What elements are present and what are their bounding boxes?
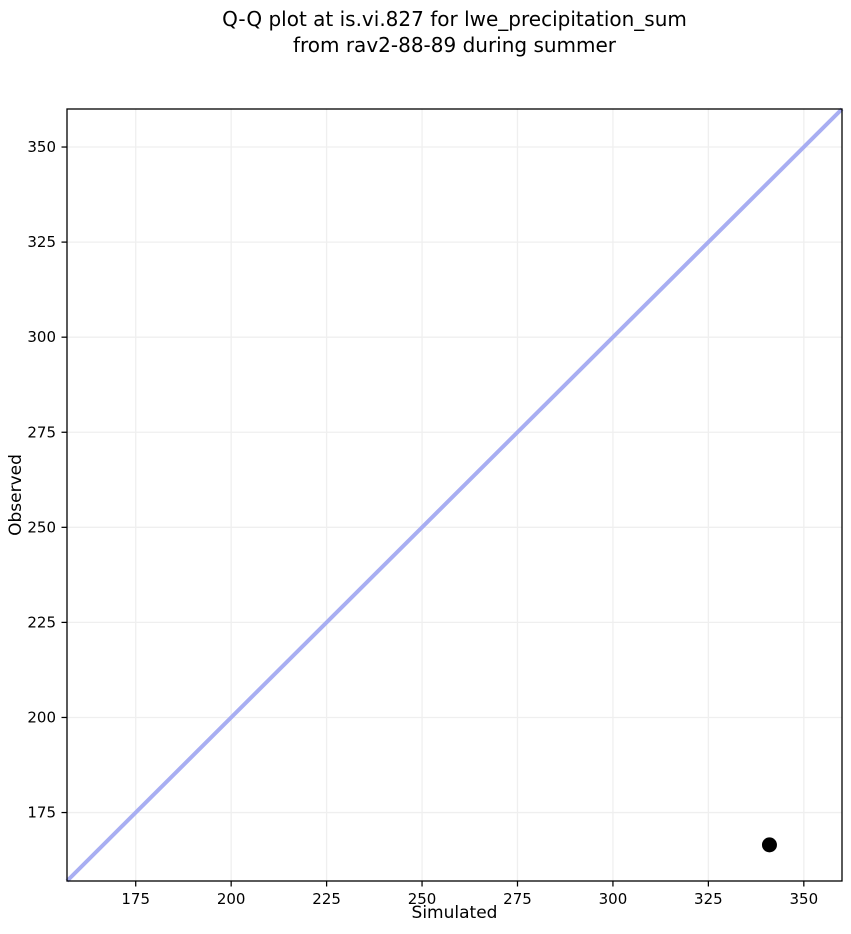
- y-tick-label: 200: [27, 708, 56, 726]
- chart-title: Q-Q plot at is.vi.827 for lwe_precipitat…: [67, 6, 842, 58]
- identity-line: [65, 107, 844, 883]
- chart-title-line2: from rav2-88-89 during summer: [292, 33, 617, 57]
- chart-title-line1: Q-Q plot at is.vi.827 for lwe_precipitat…: [222, 7, 687, 31]
- plot-border: [66, 108, 843, 882]
- y-tick-label: 175: [27, 804, 56, 822]
- x-tick-label: 225: [312, 890, 341, 908]
- y-axis-label-text: Observed: [6, 454, 26, 536]
- x-tick-label: 250: [408, 890, 437, 908]
- y-tick-label: 275: [27, 423, 56, 441]
- x-axis-label: Simulated: [411, 903, 498, 923]
- y-tick-label: 325: [27, 233, 56, 251]
- y-tick-label: 300: [27, 328, 56, 346]
- x-tick-label: 300: [599, 890, 628, 908]
- x-tick-label: 325: [694, 890, 723, 908]
- x-tick-label: 350: [790, 890, 819, 908]
- data-point: [761, 837, 777, 853]
- x-tick-label: 200: [217, 890, 246, 908]
- x-tick-label: 175: [121, 890, 150, 908]
- x-tick-label: 275: [503, 890, 532, 908]
- y-tick-label: 350: [27, 138, 56, 156]
- y-tick-label: 250: [27, 518, 56, 536]
- y-tick-label: 225: [27, 613, 56, 631]
